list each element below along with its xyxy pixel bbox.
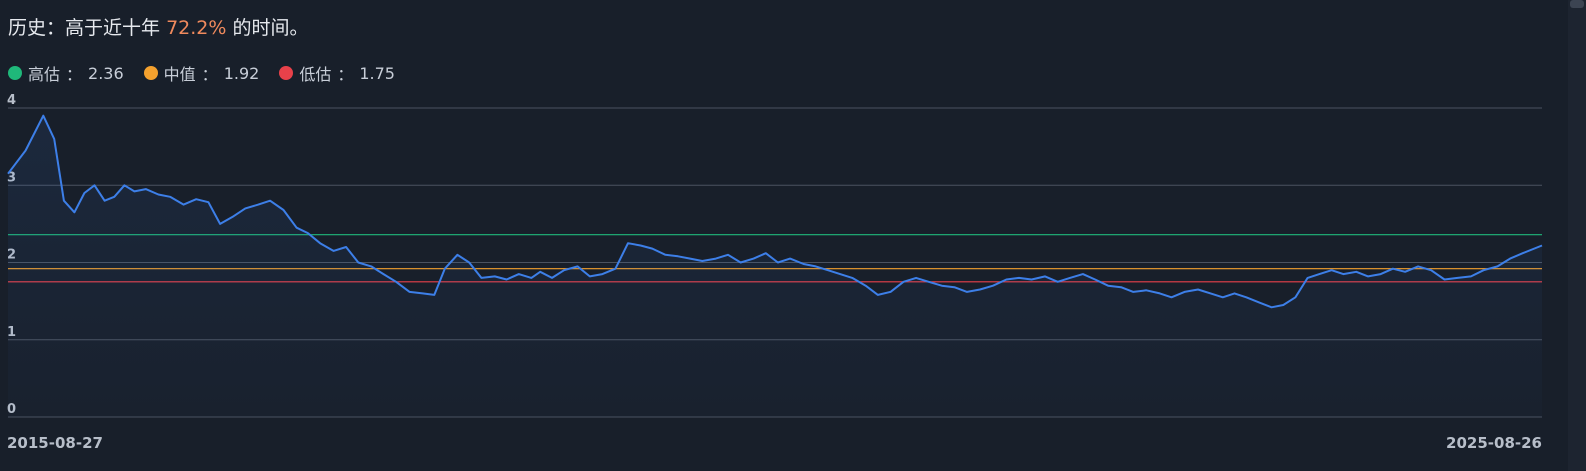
legend: 高估 ： 2.36 中值 ： 1.92 低估 ： 1.75	[8, 61, 395, 85]
series-group	[7, 114, 1543, 417]
legend-value-high: 2.36	[88, 63, 124, 83]
legend-sep-low: ：	[337, 65, 354, 84]
legend-sep-median: ：	[201, 65, 218, 84]
legend-item-high[interactable]: 高估 ： 2.36	[8, 61, 124, 85]
legend-value-low: 1.75	[359, 63, 395, 83]
x-tick-label-0: 2015-08-27	[7, 434, 103, 452]
headline: 历史：高于近十年 72.2% 的时间。	[8, 13, 308, 40]
series-line-0	[7, 114, 1543, 309]
headline-prefix: 历史：高于近十年	[8, 17, 161, 39]
legend-dot-median	[143, 66, 158, 80]
x-axis-ticks: 2015-08-27 2025-08-26	[7, 434, 1542, 452]
legend-dot-low	[279, 66, 294, 80]
scrollbar[interactable]	[1568, 0, 1586, 471]
scrollbar-thumb[interactable]	[1570, 0, 1584, 8]
legend-label-low: 低估	[299, 65, 332, 84]
legend-sep-high: ：	[66, 65, 83, 84]
series-area-0	[8, 115, 1542, 417]
legend-item-low[interactable]: 低估 ： 1.75	[279, 61, 395, 85]
x-tick-label-1: 2025-08-26	[1446, 434, 1542, 452]
legend-dot-high	[8, 66, 22, 80]
legend-label-high: 高估	[28, 65, 61, 84]
legend-item-median[interactable]: 中值 ： 1.92	[143, 61, 260, 85]
headline-suffix: 的时间。	[232, 17, 309, 39]
legend-value-median: 1.92	[223, 63, 260, 83]
headline-percent: 72.2%	[166, 17, 227, 39]
legend-label-median: 中值	[163, 65, 196, 84]
y-tick-label-4: 4	[7, 93, 16, 108]
